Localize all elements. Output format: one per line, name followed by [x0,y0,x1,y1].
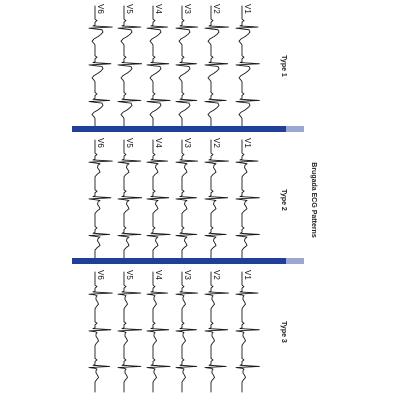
lead-row-v6: V6 [88,4,113,127]
lead-row-v4: V4 [146,138,171,261]
ecg-trace [146,139,171,261]
lead-row-v5: V5 [117,270,143,393]
lead-row-v3: V3 [175,138,199,261]
panel-title: Type 1 [280,55,287,77]
panel-title: Type 2 [280,189,287,211]
lead-label: V5 [125,138,134,148]
lead-row-v1: V1 [235,270,260,393]
lead-label: V4 [154,138,163,148]
panel-1: Type 1 V1 V2 V3 V4 V5 V6 [88,4,287,127]
ecg-trace [88,5,113,127]
panel-separator-bar [72,126,304,132]
lead-label: V5 [125,4,134,14]
separator-fade [286,258,304,264]
lead-row-v2: V2 [204,138,230,261]
lead-label: V4 [154,270,163,280]
lead-label: V3 [183,4,192,14]
lead-label: V1 [243,270,252,280]
lead-label: V3 [183,270,192,280]
ecg-trace [235,139,260,261]
lead-row-v4: V4 [146,270,171,393]
ecg-trace [117,5,143,127]
ecg-trace [235,271,260,393]
panel-2: Type 2 V1 V2 V3 V4 V5 V6 [72,126,304,261]
lead-label: V1 [243,138,252,148]
lead-row-v3: V3 [175,4,199,127]
lead-row-v5: V5 [117,4,143,127]
ecg-trace [88,271,113,393]
lead-row-v3: V3 [175,270,199,393]
lead-label: V5 [125,270,134,280]
lead-row-v5: V5 [117,138,143,261]
ecg-trace [175,271,199,393]
ecg-trace [204,5,230,127]
lead-label: V3 [183,138,192,148]
lead-row-v1: V1 [235,138,260,261]
lead-row-v1: V1 [235,4,260,127]
panel-title: Type 3 [280,321,287,343]
separator-fade [286,126,304,132]
lead-label: V6 [96,138,105,148]
ecg-trace [146,5,171,127]
ecg-trace [175,139,199,261]
ecg-trace [175,5,199,127]
lead-label: V1 [243,4,252,14]
lead-row-v4: V4 [146,4,171,127]
lead-row-v2: V2 [204,4,230,127]
figure-title: Brugada ECG Patterns [310,162,317,238]
ecg-trace [235,5,260,127]
panel-3: Type 3 V1 V2 V3 V4 V5 V6 [72,258,304,393]
ecg-trace [146,271,171,393]
ecg-trace [117,271,143,393]
lead-label: V4 [154,4,163,14]
lead-label: V2 [212,4,221,14]
panel-separator-bar [72,258,304,264]
ecg-trace [117,139,143,261]
lead-row-v2: V2 [204,270,230,393]
lead-label: V6 [96,270,105,280]
rotated-figure-group: Brugada ECG Patterns Type 1V1V2V3V4V5V6T… [72,4,317,393]
lead-label: V6 [96,4,105,14]
lead-row-v6: V6 [88,138,113,261]
lead-label: V2 [212,270,221,280]
lead-label: V2 [212,138,221,148]
lead-row-v6: V6 [88,270,113,393]
ecg-trace [204,139,230,261]
ecg-trace [204,271,230,393]
ecg-trace [88,139,113,261]
